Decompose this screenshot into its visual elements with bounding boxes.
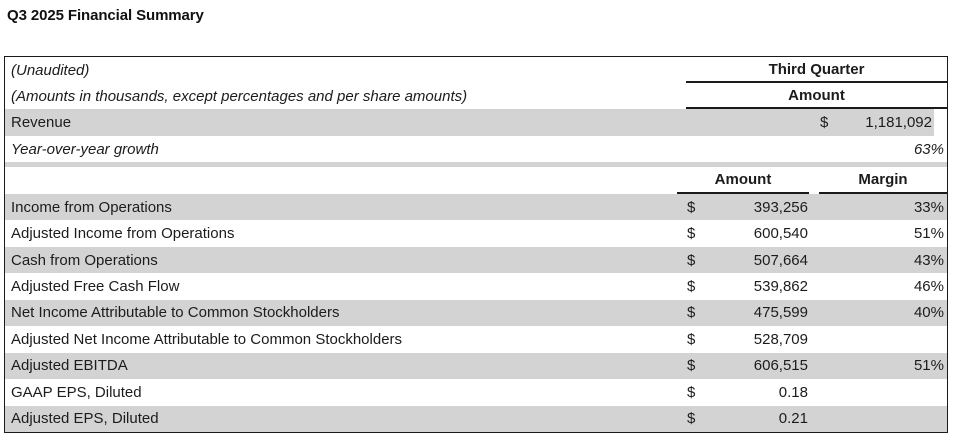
row-amount-cell: $ 528,709	[677, 326, 809, 352]
row-currency: $	[687, 330, 696, 348]
row-margin	[819, 326, 947, 352]
row-margin	[819, 379, 947, 405]
column-gap	[809, 220, 819, 246]
row-margin: 33%	[913, 198, 944, 216]
column-gap	[809, 406, 819, 432]
table-row: Adjusted Free Cash Flow $ 539,862 46%	[5, 273, 947, 299]
growth-label: Year-over-year growth	[11, 140, 159, 158]
revenue-amount: 1,181,092	[865, 114, 932, 131]
row-amount: 539,862	[753, 278, 808, 296]
row-label: Net Income Attributable to Common Stockh…	[11, 304, 340, 322]
row-margin: 40%	[913, 304, 944, 322]
row-margin: 51%	[913, 357, 944, 375]
revenue-value-cell: $ 1,181,092	[686, 109, 947, 136]
row-amount: 606,515	[753, 357, 808, 375]
column-gap	[809, 194, 819, 220]
column-gap	[809, 273, 819, 299]
row-amount-cell: $ 606,515	[677, 353, 809, 379]
top-amount-header: Amount	[788, 86, 845, 104]
row-amount-cell: $ 539,862	[677, 273, 809, 299]
row-label: GAAP EPS, Diluted	[11, 383, 142, 401]
column-gap	[809, 379, 819, 405]
row-amount: 0.18	[778, 383, 808, 401]
row-amount-cell: $ 600,540	[677, 220, 809, 246]
row-amount: 0.21	[778, 410, 808, 428]
table-row-column-headers: Amount Margin	[5, 167, 947, 194]
margin-column-header: Margin	[819, 167, 947, 194]
revenue-label: Revenue	[11, 114, 72, 131]
row-amount: 528,709	[753, 330, 808, 348]
table-row-unaudited: (Unaudited) Third Quarter	[5, 57, 947, 83]
row-label: Adjusted Income from Operations	[11, 225, 235, 243]
table-row-growth: Year-over-year growth 63%	[5, 136, 947, 162]
row-amount-cell: $ 475,599	[677, 300, 809, 326]
financial-summary-table: (Unaudited) Third Quarter (Amounts in th…	[4, 56, 948, 433]
growth-value: 63%	[913, 140, 944, 158]
row-amount: 475,599	[753, 304, 808, 322]
table-row: Adjusted EPS, Diluted $ 0.21	[5, 405, 947, 432]
row-currency: $	[687, 251, 696, 269]
table-row: Adjusted EBITDA $ 606,515 51%	[5, 352, 947, 380]
top-amount-header-cell: Amount	[686, 83, 947, 109]
table-row: Net Income Attributable to Common Stockh…	[5, 299, 947, 327]
column-gap	[809, 300, 819, 326]
row-margin: 51%	[913, 225, 944, 243]
row-currency: $	[687, 410, 696, 428]
row-margin: 46%	[913, 278, 944, 296]
row-currency: $	[687, 304, 696, 322]
row-label: Adjusted EPS, Diluted	[11, 410, 159, 428]
row-label: Income from Operations	[11, 198, 172, 216]
table-row-revenue: Revenue $ 1,181,092	[5, 109, 947, 136]
row-label: Adjusted EBITDA	[11, 357, 128, 375]
table-row-amounts-note: (Amounts in thousands, except percentage…	[5, 83, 947, 109]
row-amount-cell: $ 507,664	[677, 247, 809, 273]
row-margin	[819, 406, 947, 432]
column-gap	[809, 167, 819, 194]
third-quarter-header: Third Quarter	[768, 60, 865, 78]
row-currency: $	[687, 225, 696, 243]
page-title: Q3 2025 Financial Summary	[7, 7, 204, 24]
amounts-note: (Amounts in thousands, except percentage…	[11, 87, 468, 105]
row-amount-cell: $ 0.18	[677, 379, 809, 405]
row-amount: 507,664	[753, 251, 808, 269]
table-row: Adjusted Net Income Attributable to Comm…	[5, 326, 947, 352]
row-currency: $	[687, 198, 696, 216]
row-currency: $	[687, 383, 696, 401]
row-label: Adjusted Net Income Attributable to Comm…	[11, 330, 403, 348]
column-gap	[809, 247, 819, 273]
row-amount: 393,256	[753, 198, 808, 216]
row-amount-cell: $ 393,256	[677, 194, 809, 220]
column-gap	[809, 326, 819, 352]
row-margin: 43%	[913, 251, 944, 269]
table-row: Income from Operations $ 393,256 33%	[5, 194, 947, 221]
table-row: Cash from Operations $ 507,664 43%	[5, 246, 947, 274]
row-currency: $	[687, 357, 696, 375]
amount-column-header: Amount	[677, 167, 809, 194]
column-gap	[809, 353, 819, 379]
row-currency: $	[687, 278, 696, 296]
gray-separator	[5, 162, 947, 167]
revenue-currency: $	[820, 114, 829, 131]
table-body: Income from Operations $ 393,256 33% Adj…	[5, 194, 947, 432]
unaudited-note: (Unaudited)	[11, 61, 90, 79]
table-row: Adjusted Income from Operations $ 600,54…	[5, 220, 947, 246]
row-label: Adjusted Free Cash Flow	[11, 278, 180, 296]
row-amount: 600,540	[753, 225, 808, 243]
third-quarter-header-cell: Third Quarter	[686, 57, 947, 83]
row-label: Cash from Operations	[11, 251, 158, 269]
row-amount-cell: $ 0.21	[677, 406, 809, 432]
table-row: GAAP EPS, Diluted $ 0.18	[5, 379, 947, 405]
